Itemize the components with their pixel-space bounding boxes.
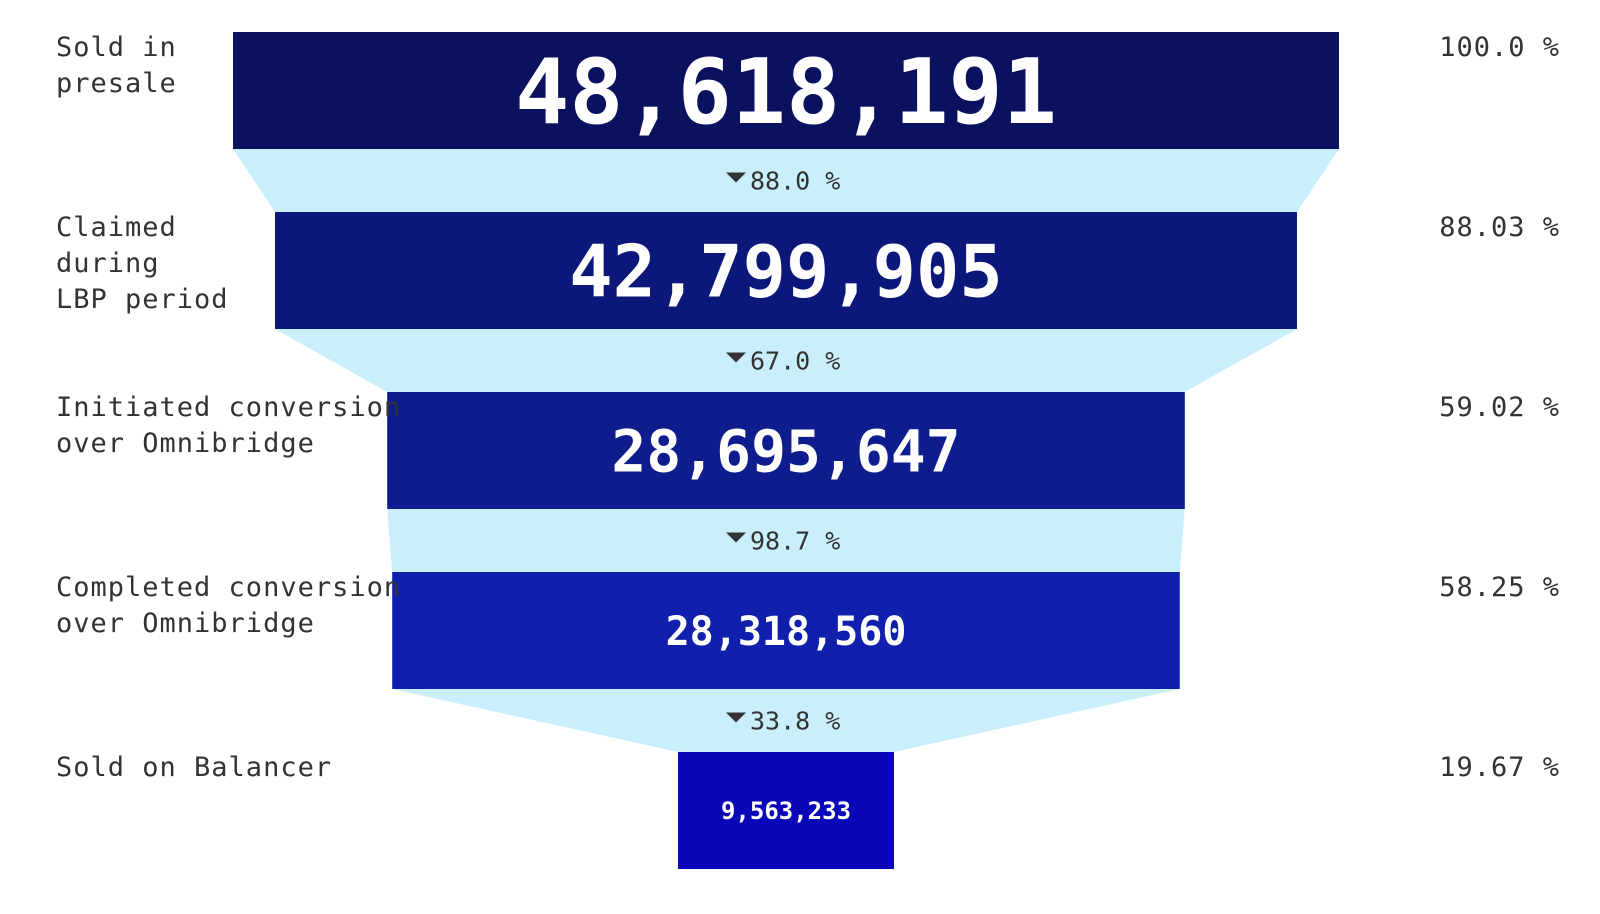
down-triangle-icon [726, 532, 746, 543]
funnel-bar [275, 212, 1297, 329]
conversion-rate-label: 88.0 % [750, 167, 840, 196]
conversion-rate-label: 67.0 % [750, 347, 840, 376]
conversion-indicator: 33.8 % [726, 707, 840, 736]
conversion-indicator: 98.7 % [726, 527, 840, 556]
funnel-connector [275, 329, 1297, 392]
stage-label: Claimed during LBP period [56, 212, 229, 315]
stage-label: Initiated conversion over Omnibridge [56, 392, 401, 459]
funnel-bar [233, 32, 1339, 149]
stage-label: Sold on Balancer [56, 752, 332, 783]
conversion-indicator: 88.0 % [726, 167, 840, 196]
down-triangle-icon [726, 172, 746, 183]
conversion-rate-label: 33.8 % [750, 707, 840, 736]
conversion-rate-label: 98.7 % [750, 527, 840, 556]
stage-share-label: 59.02 % [1439, 392, 1560, 423]
stage-share-label: 88.03 % [1439, 212, 1560, 243]
bar-value-label: 42,799,905 [569, 229, 1002, 313]
stage-share-label: 100.0 % [1439, 32, 1560, 63]
bar-value-label: 28,318,560 [666, 609, 907, 655]
funnel-bar [678, 752, 894, 869]
stage-share-label: 58.25 % [1439, 572, 1560, 603]
stage-label: Sold in presale [56, 32, 177, 99]
conversion-indicator: 67.0 % [726, 347, 840, 376]
bar-value-label: 28,695,647 [611, 417, 960, 485]
down-triangle-icon [726, 352, 746, 363]
stage-label: Completed conversion over Omnibridge [56, 572, 401, 639]
funnel-connector [392, 689, 1180, 752]
funnel-connector [233, 149, 1339, 212]
funnel-connector [387, 509, 1185, 572]
funnel-bar [392, 572, 1180, 689]
bar-value-label: 48,618,191 [515, 40, 1057, 145]
funnel-bar [387, 392, 1185, 509]
stage-share-label: 19.67 % [1439, 752, 1560, 783]
down-triangle-icon [726, 712, 746, 723]
bar-value-label: 9,563,233 [721, 797, 851, 825]
